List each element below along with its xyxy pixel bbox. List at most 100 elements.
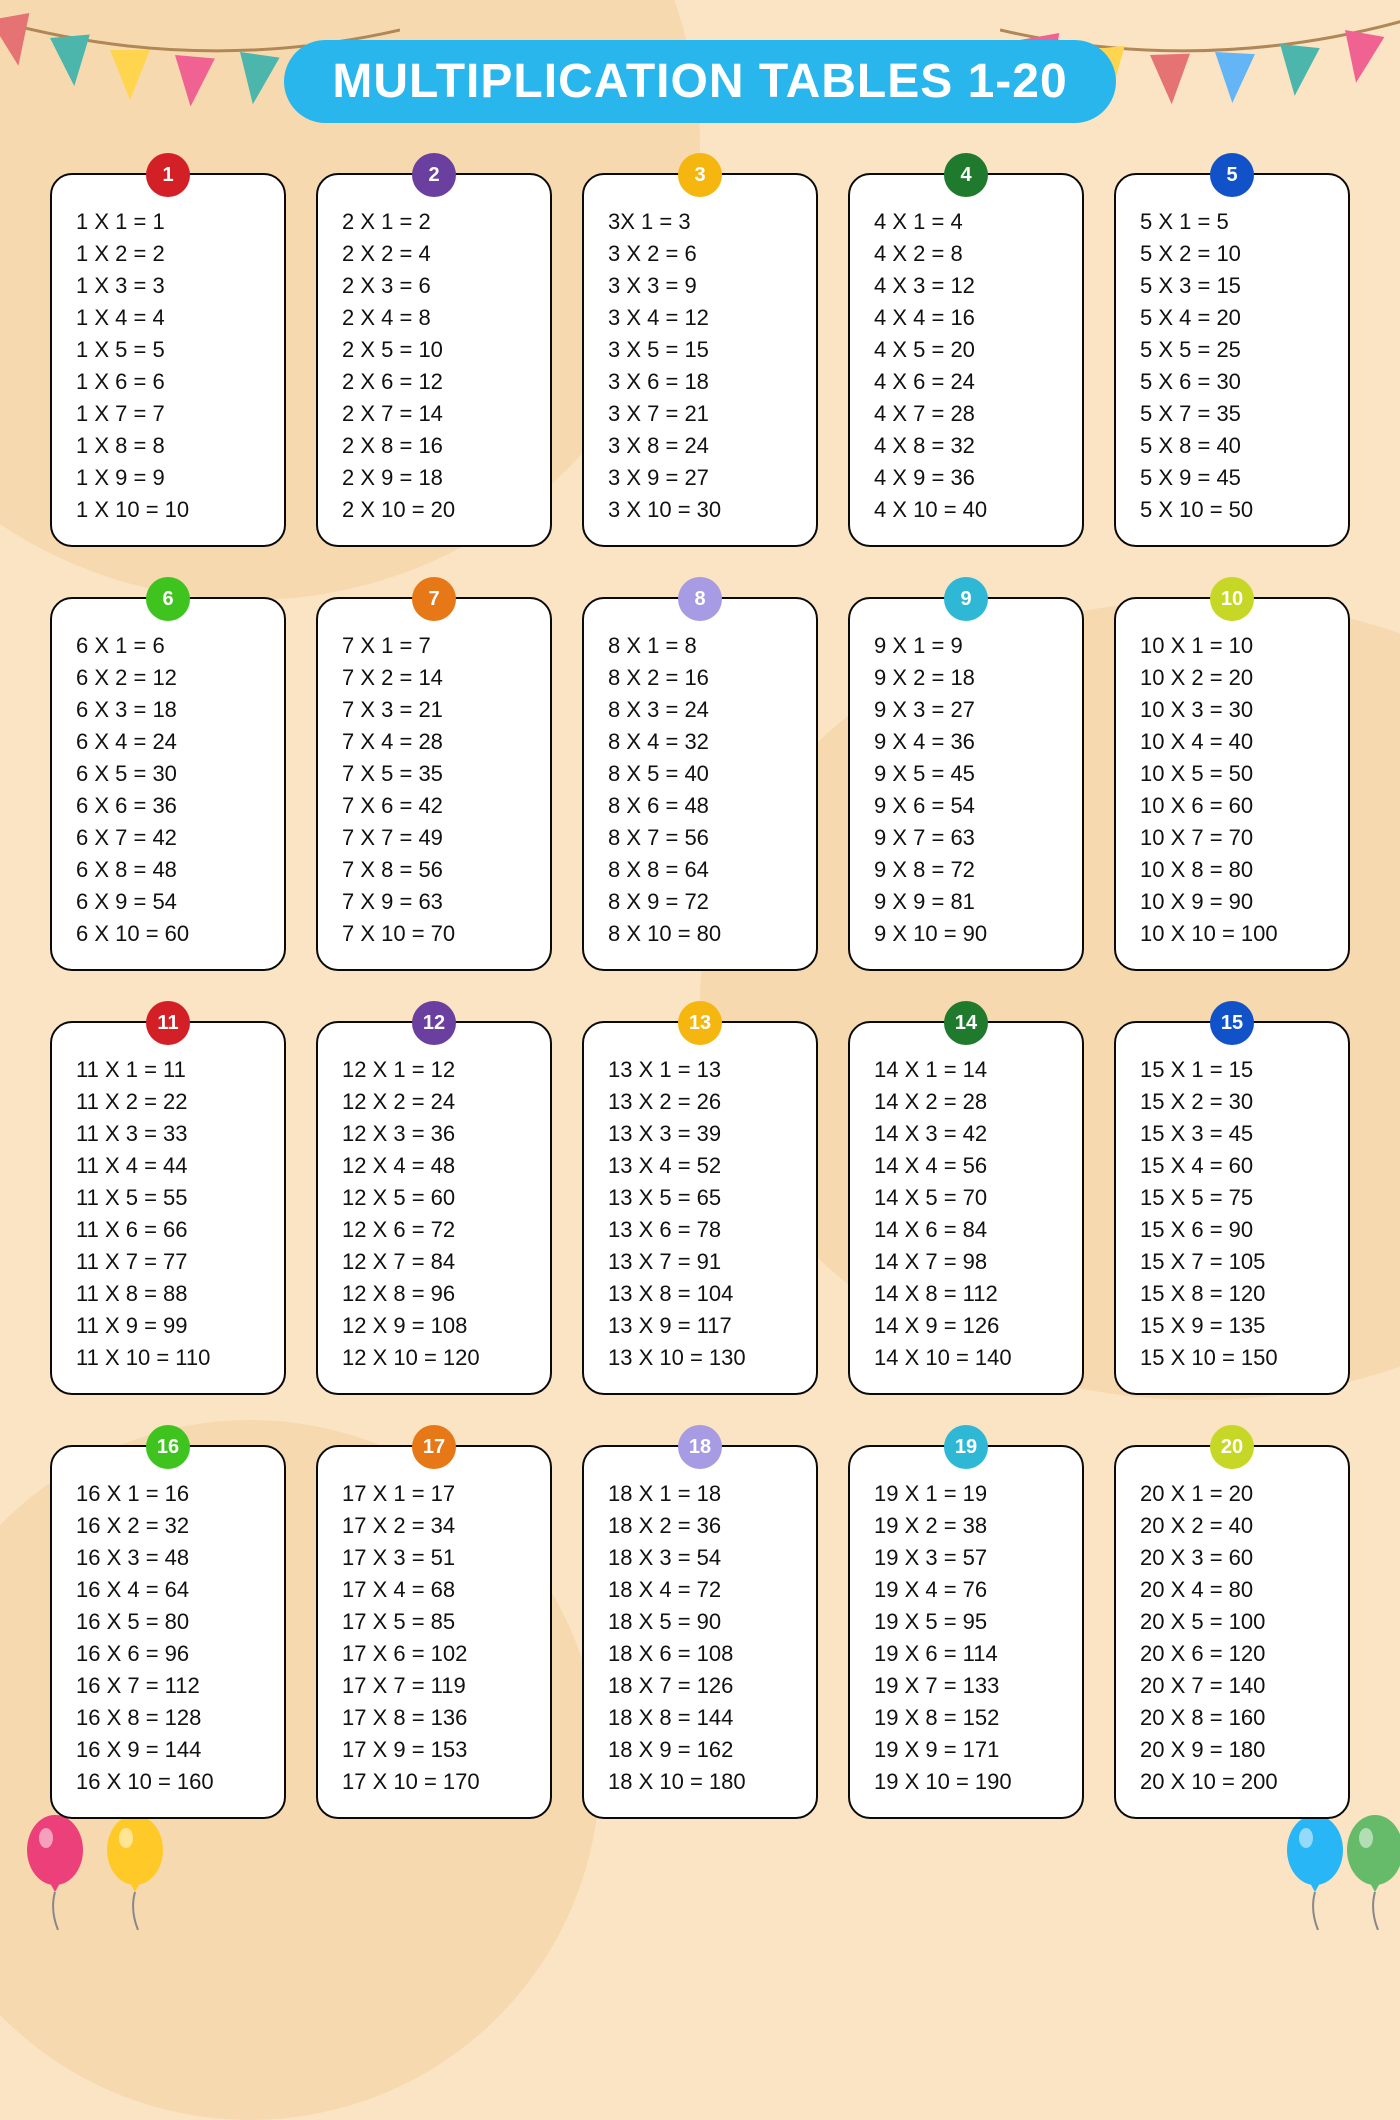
table-rows: 6 X 1 = 66 X 2 = 126 X 3 = 186 X 4 = 246… bbox=[76, 633, 264, 947]
table-row: 5 X 2 = 10 bbox=[1140, 241, 1328, 267]
table-row: 2 X 5 = 10 bbox=[342, 337, 530, 363]
table-row: 9 X 6 = 54 bbox=[874, 793, 1062, 819]
table-row: 12 X 7 = 84 bbox=[342, 1249, 530, 1275]
table-row: 1 X 1 = 1 bbox=[76, 209, 264, 235]
table-row: 10 X 2 = 20 bbox=[1140, 665, 1328, 691]
table-card: 77 X 1 = 77 X 2 = 147 X 3 = 217 X 4 = 28… bbox=[316, 597, 552, 971]
table-card: 66 X 1 = 66 X 2 = 126 X 3 = 186 X 4 = 24… bbox=[50, 597, 286, 971]
table-row: 5 X 10 = 50 bbox=[1140, 497, 1328, 523]
table-row: 18 X 3 = 54 bbox=[608, 1545, 796, 1571]
table-row: 6 X 2 = 12 bbox=[76, 665, 264, 691]
table-number-badge: 7 bbox=[412, 577, 456, 621]
table-row: 9 X 4 = 36 bbox=[874, 729, 1062, 755]
table-number-badge: 19 bbox=[944, 1425, 988, 1469]
table-row: 20 X 2 = 40 bbox=[1140, 1513, 1328, 1539]
table-row: 16 X 2 = 32 bbox=[76, 1513, 264, 1539]
table-row: 14 X 4 = 56 bbox=[874, 1153, 1062, 1179]
table-row: 20 X 4 = 80 bbox=[1140, 1577, 1328, 1603]
table-row: 7 X 2 = 14 bbox=[342, 665, 530, 691]
table-row: 19 X 10 = 190 bbox=[874, 1769, 1062, 1795]
table-row: 19 X 6 = 114 bbox=[874, 1641, 1062, 1667]
table-row: 8 X 2 = 16 bbox=[608, 665, 796, 691]
table-number-badge: 9 bbox=[944, 577, 988, 621]
table-row: 18 X 6 = 108 bbox=[608, 1641, 796, 1667]
table-row: 2 X 2 = 4 bbox=[342, 241, 530, 267]
table-row: 6 X 9 = 54 bbox=[76, 889, 264, 915]
table-row: 9 X 10 = 90 bbox=[874, 921, 1062, 947]
table-row: 14 X 1 = 14 bbox=[874, 1057, 1062, 1083]
table-rows: 13 X 1 = 1313 X 2 = 2613 X 3 = 3913 X 4 … bbox=[608, 1057, 796, 1371]
table-number-badge: 13 bbox=[678, 1001, 722, 1045]
table-row: 5 X 4 = 20 bbox=[1140, 305, 1328, 331]
table-row: 2 X 7 = 14 bbox=[342, 401, 530, 427]
table-card: 1010 X 1 = 1010 X 2 = 2010 X 3 = 3010 X … bbox=[1114, 597, 1350, 971]
table-row: 10 X 8 = 80 bbox=[1140, 857, 1328, 883]
table-row: 6 X 6 = 36 bbox=[76, 793, 264, 819]
table-row: 12 X 8 = 96 bbox=[342, 1281, 530, 1307]
table-row: 3 X 5 = 15 bbox=[608, 337, 796, 363]
table-row: 15 X 10 = 150 bbox=[1140, 1345, 1328, 1371]
table-row: 3 X 4 = 12 bbox=[608, 305, 796, 331]
tables-grid: 11 X 1 = 11 X 2 = 21 X 3 = 31 X 4 = 41 X… bbox=[50, 173, 1350, 1819]
table-row: 19 X 7 = 133 bbox=[874, 1673, 1062, 1699]
table-row: 11 X 1 = 11 bbox=[76, 1057, 264, 1083]
table-row: 8 X 3 = 24 bbox=[608, 697, 796, 723]
table-number-badge: 18 bbox=[678, 1425, 722, 1469]
table-number-badge: 3 bbox=[678, 153, 722, 197]
table-row: 17 X 3 = 51 bbox=[342, 1545, 530, 1571]
table-row: 3 X 2 = 6 bbox=[608, 241, 796, 267]
table-rows: 3X 1 = 33 X 2 = 63 X 3 = 93 X 4 = 123 X … bbox=[608, 209, 796, 523]
table-row: 17 X 10 = 170 bbox=[342, 1769, 530, 1795]
table-row: 7 X 6 = 42 bbox=[342, 793, 530, 819]
table-row: 5 X 6 = 30 bbox=[1140, 369, 1328, 395]
table-row: 17 X 1 = 17 bbox=[342, 1481, 530, 1507]
table-row: 13 X 7 = 91 bbox=[608, 1249, 796, 1275]
table-row: 4 X 7 = 28 bbox=[874, 401, 1062, 427]
table-row: 12 X 9 = 108 bbox=[342, 1313, 530, 1339]
table-rows: 10 X 1 = 1010 X 2 = 2010 X 3 = 3010 X 4 … bbox=[1140, 633, 1328, 947]
table-card: 1212 X 1 = 1212 X 2 = 2412 X 3 = 3612 X … bbox=[316, 1021, 552, 1395]
table-row: 5 X 5 = 25 bbox=[1140, 337, 1328, 363]
table-row: 4 X 4 = 16 bbox=[874, 305, 1062, 331]
table-number-badge: 10 bbox=[1210, 577, 1254, 621]
table-row: 7 X 10 = 70 bbox=[342, 921, 530, 947]
table-row: 15 X 5 = 75 bbox=[1140, 1185, 1328, 1211]
page-title: MULTIPLICATION TABLES 1-20 bbox=[284, 40, 1115, 123]
table-row: 6 X 7 = 42 bbox=[76, 825, 264, 851]
table-rows: 4 X 1 = 44 X 2 = 84 X 3 = 124 X 4 = 164 … bbox=[874, 209, 1062, 523]
table-row: 16 X 5 = 80 bbox=[76, 1609, 264, 1635]
table-row: 11 X 3 = 33 bbox=[76, 1121, 264, 1147]
table-rows: 9 X 1 = 99 X 2 = 189 X 3 = 279 X 4 = 369… bbox=[874, 633, 1062, 947]
page: MULTIPLICATION TABLES 1-20 11 X 1 = 11 X… bbox=[0, 0, 1400, 1869]
table-row: 5 X 1 = 5 bbox=[1140, 209, 1328, 235]
table-row: 9 X 3 = 27 bbox=[874, 697, 1062, 723]
table-row: 4 X 6 = 24 bbox=[874, 369, 1062, 395]
table-row: 19 X 8 = 152 bbox=[874, 1705, 1062, 1731]
table-row: 19 X 3 = 57 bbox=[874, 1545, 1062, 1571]
table-row: 13 X 6 = 78 bbox=[608, 1217, 796, 1243]
table-row: 16 X 9 = 144 bbox=[76, 1737, 264, 1763]
table-card: 1414 X 1 = 1414 X 2 = 2814 X 3 = 4214 X … bbox=[848, 1021, 1084, 1395]
table-row: 2 X 10 = 20 bbox=[342, 497, 530, 523]
table-row: 6 X 1 = 6 bbox=[76, 633, 264, 659]
table-card: 88 X 1 = 88 X 2 = 168 X 3 = 248 X 4 = 32… bbox=[582, 597, 818, 971]
table-row: 4 X 5 = 20 bbox=[874, 337, 1062, 363]
table-row: 5 X 8 = 40 bbox=[1140, 433, 1328, 459]
table-card: 22 X 1 = 22 X 2 = 42 X 3 = 62 X 4 = 82 X… bbox=[316, 173, 552, 547]
table-row: 20 X 1 = 20 bbox=[1140, 1481, 1328, 1507]
table-rows: 15 X 1 = 1515 X 2 = 3015 X 3 = 4515 X 4 … bbox=[1140, 1057, 1328, 1371]
table-row: 6 X 4 = 24 bbox=[76, 729, 264, 755]
table-row: 13 X 3 = 39 bbox=[608, 1121, 796, 1147]
table-row: 5 X 3 = 15 bbox=[1140, 273, 1328, 299]
table-row: 17 X 7 = 119 bbox=[342, 1673, 530, 1699]
table-row: 19 X 5 = 95 bbox=[874, 1609, 1062, 1635]
table-row: 15 X 8 = 120 bbox=[1140, 1281, 1328, 1307]
table-row: 3 X 8 = 24 bbox=[608, 433, 796, 459]
table-row: 12 X 3 = 36 bbox=[342, 1121, 530, 1147]
table-row: 11 X 9 = 99 bbox=[76, 1313, 264, 1339]
table-row: 4 X 9 = 36 bbox=[874, 465, 1062, 491]
table-row: 6 X 10 = 60 bbox=[76, 921, 264, 947]
table-row: 16 X 10 = 160 bbox=[76, 1769, 264, 1795]
table-row: 17 X 2 = 34 bbox=[342, 1513, 530, 1539]
table-row: 15 X 9 = 135 bbox=[1140, 1313, 1328, 1339]
